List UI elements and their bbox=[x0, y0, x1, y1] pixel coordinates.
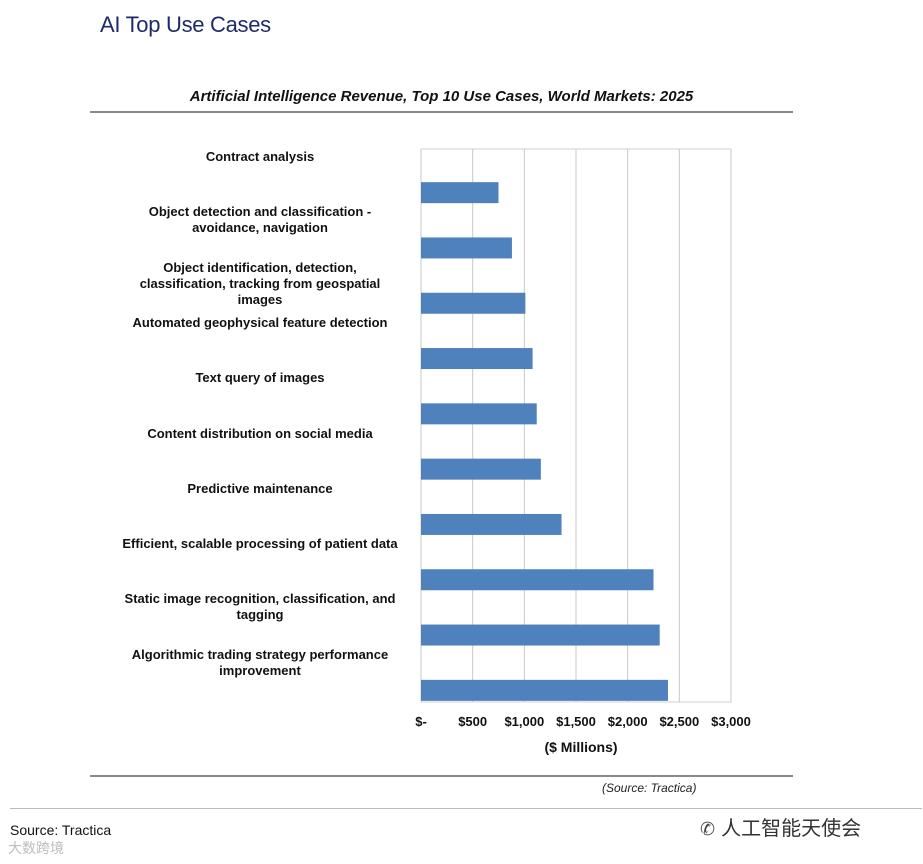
watermark-right-text: 人工智能天使会 bbox=[721, 816, 862, 840]
bar bbox=[421, 513, 562, 535]
category-label: Algorithmic trading strategy performance… bbox=[110, 647, 410, 679]
bar bbox=[421, 348, 533, 370]
bar bbox=[421, 679, 668, 701]
x-tick-label: $2,000 bbox=[608, 714, 648, 729]
category-label-line: improvement bbox=[219, 662, 301, 678]
category-label-line: tagging bbox=[236, 607, 284, 623]
category-label: Automated geophysical feature detection bbox=[110, 315, 410, 331]
bar bbox=[421, 569, 654, 591]
category-label-line: Static image recognition, classification… bbox=[124, 591, 396, 607]
x-tick-label: $500 bbox=[458, 714, 487, 729]
category-label-line: Object detection and classification - bbox=[148, 204, 372, 220]
category-label-line: Automated geophysical feature detection bbox=[132, 314, 388, 330]
x-tick-label: $- bbox=[415, 714, 427, 729]
category-label: Static image recognition, classification… bbox=[110, 591, 410, 623]
category-label: Contract analysis bbox=[110, 149, 410, 165]
wechat-icon: ✆ bbox=[700, 819, 716, 840]
category-label: Efficient, scalable processing of patien… bbox=[110, 536, 410, 552]
x-tick-label: $1,000 bbox=[504, 714, 544, 729]
bar bbox=[421, 182, 499, 204]
bar bbox=[421, 237, 512, 259]
category-label-line: Text query of images bbox=[195, 370, 325, 386]
bar bbox=[421, 624, 660, 646]
chart-title: Artificial Intelligence Revenue, Top 10 … bbox=[189, 88, 694, 105]
category-label-line: Efficient, scalable processing of patien… bbox=[122, 536, 398, 552]
category-label-line: avoidance, navigation bbox=[192, 220, 328, 236]
watermark-left: 大数跨境 bbox=[8, 841, 64, 857]
top-divider bbox=[90, 111, 793, 113]
bar bbox=[421, 458, 541, 480]
footer-divider bbox=[10, 808, 922, 809]
bar bbox=[421, 403, 537, 425]
category-label: Content distribution on social media bbox=[110, 426, 410, 442]
bottom-divider bbox=[90, 775, 793, 777]
category-label: Text query of images bbox=[110, 370, 410, 386]
x-tick-label: $3,000 bbox=[711, 714, 751, 729]
chart-source-note: (Source: Tractica) bbox=[602, 781, 697, 795]
x-tick-label: $2,500 bbox=[659, 714, 699, 729]
category-label: Object detection and classification - avo… bbox=[110, 204, 410, 236]
page-title: AI Top Use Cases bbox=[100, 12, 271, 37]
x-axis-label: ($ Millions) bbox=[544, 739, 617, 755]
category-label-line: Contract analysis bbox=[205, 149, 315, 164]
category-label: Predictive maintenance bbox=[110, 481, 410, 497]
category-label: Object identification, detection, classif… bbox=[110, 260, 410, 308]
watermark-right: ✆ 人工智能天使会 bbox=[700, 812, 861, 841]
category-label-line: Algorithmic trading strategy performance bbox=[131, 646, 389, 662]
category-label-line: Predictive maintenance bbox=[187, 480, 333, 496]
category-label-line: Content distribution on social media bbox=[147, 425, 373, 441]
category-label-line: images bbox=[237, 291, 283, 307]
category-label-line: classification, tracking from geospatial bbox=[139, 275, 381, 291]
x-tick-label: $1,500 bbox=[556, 714, 596, 729]
category-label-line: Object identification, detection, bbox=[163, 259, 357, 275]
bar bbox=[421, 292, 526, 314]
footer-source: Source: Tractica bbox=[10, 822, 112, 838]
